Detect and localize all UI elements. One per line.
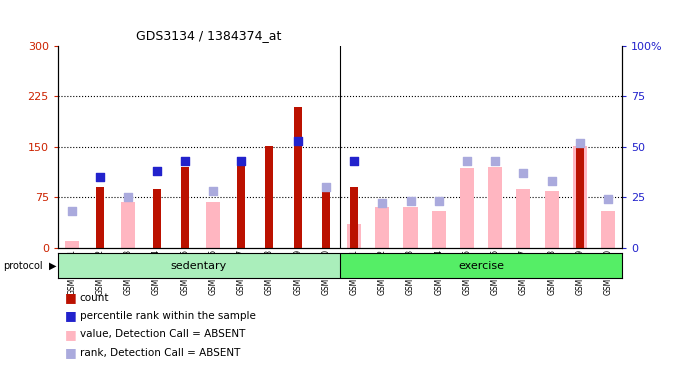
Bar: [403, 207, 418, 248]
Point: [377, 200, 388, 207]
Text: rank, Detection Call = ABSENT: rank, Detection Call = ABSENT: [80, 348, 240, 358]
Text: percentile rank within the sample: percentile rank within the sample: [80, 311, 256, 321]
Bar: [432, 211, 446, 248]
Text: ■: ■: [65, 291, 76, 304]
Point: [292, 138, 303, 144]
Point: [236, 158, 247, 164]
Point: [546, 178, 557, 184]
Point: [433, 198, 444, 204]
Bar: [545, 190, 559, 248]
Point: [180, 158, 190, 164]
Bar: [65, 241, 79, 248]
Text: value, Detection Call = ABSENT: value, Detection Call = ABSENT: [80, 329, 245, 339]
Point: [405, 198, 416, 204]
Text: sedentary: sedentary: [171, 261, 227, 271]
Point: [151, 168, 162, 174]
Point: [320, 184, 331, 190]
Bar: [152, 189, 160, 248]
Bar: [350, 187, 358, 248]
Point: [490, 158, 500, 164]
Point: [67, 208, 78, 214]
Bar: [265, 146, 273, 248]
Bar: [96, 187, 104, 248]
Bar: [488, 167, 503, 248]
Bar: [340, 253, 622, 278]
Bar: [237, 164, 245, 248]
Text: GDS3134 / 1384374_at: GDS3134 / 1384374_at: [136, 29, 282, 42]
Bar: [347, 224, 361, 248]
Bar: [294, 106, 302, 248]
Text: count: count: [80, 293, 109, 303]
Point: [95, 174, 105, 180]
Text: ■: ■: [65, 328, 76, 341]
Bar: [375, 207, 390, 248]
Bar: [181, 167, 189, 248]
Text: ▶: ▶: [49, 261, 56, 271]
Bar: [576, 146, 584, 248]
Bar: [516, 189, 530, 248]
Point: [207, 188, 218, 194]
Bar: [322, 187, 330, 248]
Bar: [573, 146, 587, 248]
Text: ■: ■: [65, 310, 76, 323]
Bar: [601, 211, 615, 248]
Text: ■: ■: [65, 346, 76, 359]
Point: [123, 194, 134, 200]
Bar: [58, 253, 340, 278]
Bar: [121, 202, 135, 248]
Point: [602, 196, 613, 202]
Text: exercise: exercise: [458, 261, 504, 271]
Point: [575, 140, 585, 146]
Bar: [206, 202, 220, 248]
Text: protocol: protocol: [3, 261, 43, 271]
Point: [462, 158, 473, 164]
Point: [349, 158, 360, 164]
Point: [518, 170, 529, 176]
Bar: [460, 168, 474, 248]
